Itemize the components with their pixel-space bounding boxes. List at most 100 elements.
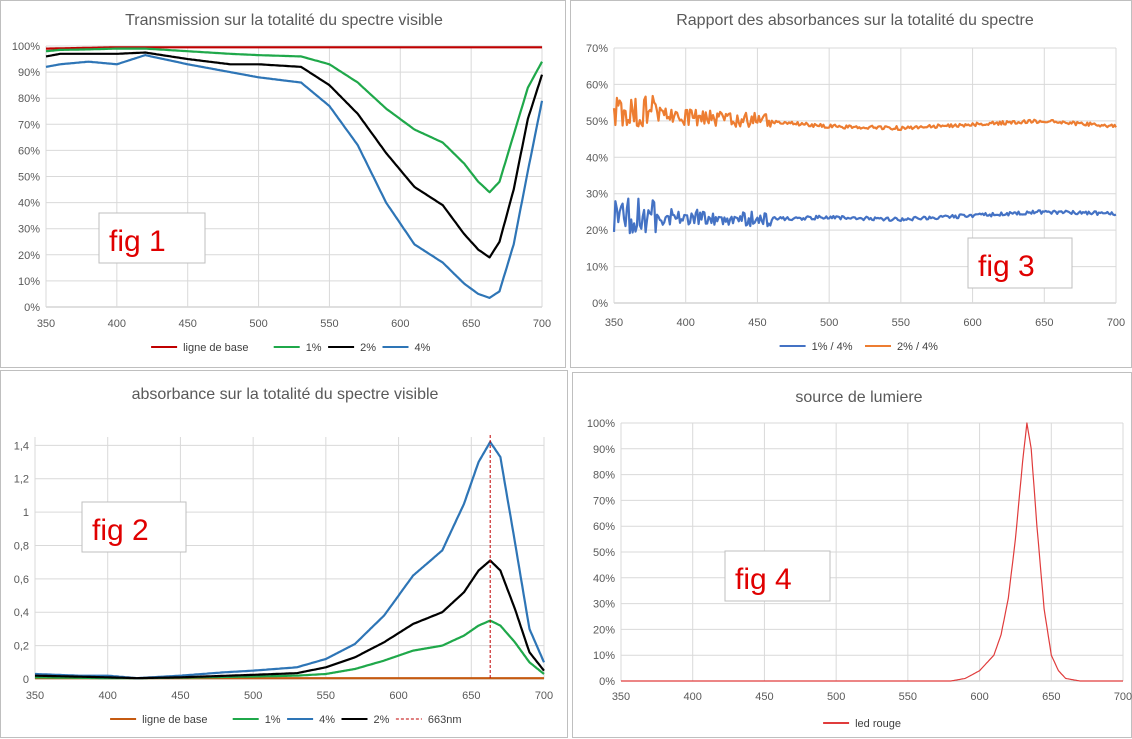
x-tick-label: 450 (755, 691, 773, 703)
y-tick-label: 70% (18, 119, 40, 131)
x-tick-label: 350 (26, 690, 44, 702)
series-line-4- (35, 440, 546, 680)
y-tick-label: 1 (23, 507, 29, 519)
series-line-led-rouge (621, 422, 1123, 682)
legend-label: 1% (265, 714, 281, 726)
chart-title: Transmission sur la totalité du spectre … (125, 12, 443, 29)
y-tick-label: 40% (593, 573, 615, 585)
figure-label-box (967, 237, 1073, 289)
y-tick-label: 20% (593, 624, 615, 636)
figure-label-box (98, 212, 206, 264)
y-tick-label: 1,2 (14, 474, 29, 486)
x-tick-label: 650 (462, 318, 480, 330)
x-tick-label: 400 (677, 317, 695, 329)
y-tick-label: 0% (599, 676, 615, 688)
y-tick-label: 0,4 (14, 607, 29, 619)
figure-label: fig 2 (81, 501, 187, 553)
y-tick-label: 50% (593, 547, 615, 559)
y-tick-label: 50% (18, 172, 40, 184)
series-line-ligne-de-base (46, 46, 542, 50)
x-tick-label: 450 (179, 318, 197, 330)
x-tick-label: 450 (748, 317, 766, 329)
y-tick-label: 0 (23, 674, 29, 686)
x-tick-label: 500 (249, 318, 267, 330)
series-line-4- (45, 53, 544, 299)
x-tick-label: 550 (899, 691, 917, 703)
legend-label: 4% (319, 714, 335, 726)
legend-item: 1% (232, 714, 281, 726)
chart-absorbance-ratio: Rapport des absorbances sur la totalité … (586, 12, 1125, 353)
y-tick-label: 60% (18, 145, 40, 157)
y-tick-label: 80% (18, 93, 40, 105)
y-tick-label: 30% (18, 224, 40, 236)
y-tick-label: 60% (586, 79, 608, 91)
figure-label-text: fig 3 (978, 250, 1035, 283)
figure-label-text: fig 1 (109, 225, 166, 258)
figure-label: fig 4 (724, 550, 831, 602)
y-tick-label: 0,8 (14, 540, 29, 552)
x-tick-label: 450 (171, 690, 189, 702)
legend-item: 2% (328, 342, 376, 354)
figure-label-box (724, 550, 831, 602)
y-tick-label: 0% (592, 298, 608, 310)
legend-item: 1% (273, 342, 322, 354)
legend-item: ligne de base (110, 714, 208, 726)
legend-label: 4% (415, 342, 431, 354)
y-tick-label: 40% (586, 152, 608, 164)
x-tick-label: 350 (605, 317, 623, 329)
y-tick-label: 90% (593, 444, 615, 456)
y-tick-label: 70% (586, 43, 608, 55)
x-tick-label: 400 (99, 690, 117, 702)
series-line-1-4- (612, 197, 1117, 235)
legend-item: 1% / 4% (779, 341, 853, 353)
figure-label-text: fig 4 (735, 563, 792, 596)
y-tick-label: 10% (593, 650, 615, 662)
x-tick-label: 550 (320, 318, 338, 330)
y-tick-label: 0% (24, 302, 40, 314)
chart-transmission: Transmission sur la totalité du spectre … (12, 12, 551, 354)
series-line-2- (45, 51, 544, 259)
chart-panel-fig4: source de lumiere 0% 10% 20% 30% 40% 50% 60% 70%… (572, 372, 1132, 738)
figure-label: fig 1 (98, 212, 206, 264)
x-tick-label: 500 (827, 691, 845, 703)
y-tick-label: 20% (586, 225, 608, 237)
legend-item: 2% (341, 714, 390, 726)
series-line-2-4- (612, 94, 1117, 131)
legend-item: 4% (287, 714, 335, 726)
legend-item: 2% / 4% (865, 341, 938, 353)
y-tick-label: 30% (586, 189, 608, 201)
chart-panel-fig3: Rapport des absorbances sur la totalité … (570, 0, 1132, 368)
legend-label: 2% / 4% (897, 341, 938, 353)
legend-label: ligne de base (183, 342, 248, 354)
x-tick-label: 400 (684, 691, 702, 703)
y-tick-label: 60% (593, 521, 615, 533)
y-tick-label: 80% (593, 470, 615, 482)
x-tick-label: 600 (391, 318, 409, 330)
y-tick-label: 10% (586, 262, 608, 274)
x-tick-label: 600 (970, 691, 988, 703)
y-tick-label: 100% (12, 41, 40, 53)
chart-panel-fig1: Transmission sur la totalité du spectre … (0, 0, 566, 368)
y-tick-label: 40% (18, 198, 40, 210)
legend-item: ligne de base (151, 342, 249, 354)
y-tick-label: 1,4 (14, 440, 29, 452)
legend-label: 1% (306, 342, 322, 354)
x-tick-label: 700 (1107, 317, 1125, 329)
chart-title: source de lumiere (795, 389, 922, 406)
legend-label: led rouge (855, 718, 901, 730)
x-tick-label: 700 (533, 318, 551, 330)
y-tick-label: 0,2 (14, 641, 29, 653)
chart-absorbance: absorbance sur la totalité du spectre vi… (14, 386, 553, 726)
legend-label: 1% / 4% (812, 341, 853, 353)
series-line-2- (35, 559, 545, 680)
figure-label-box (81, 501, 187, 553)
y-tick-label: 50% (586, 116, 608, 128)
x-tick-label: 650 (462, 690, 480, 702)
x-tick-label: 550 (892, 317, 910, 329)
y-tick-label: 90% (18, 67, 40, 79)
series-line-1- (45, 47, 543, 194)
series-line-1- (35, 619, 545, 680)
legend-label: 2% (374, 714, 390, 726)
x-tick-label: 550 (317, 690, 335, 702)
y-tick-label: 0,6 (14, 574, 29, 586)
